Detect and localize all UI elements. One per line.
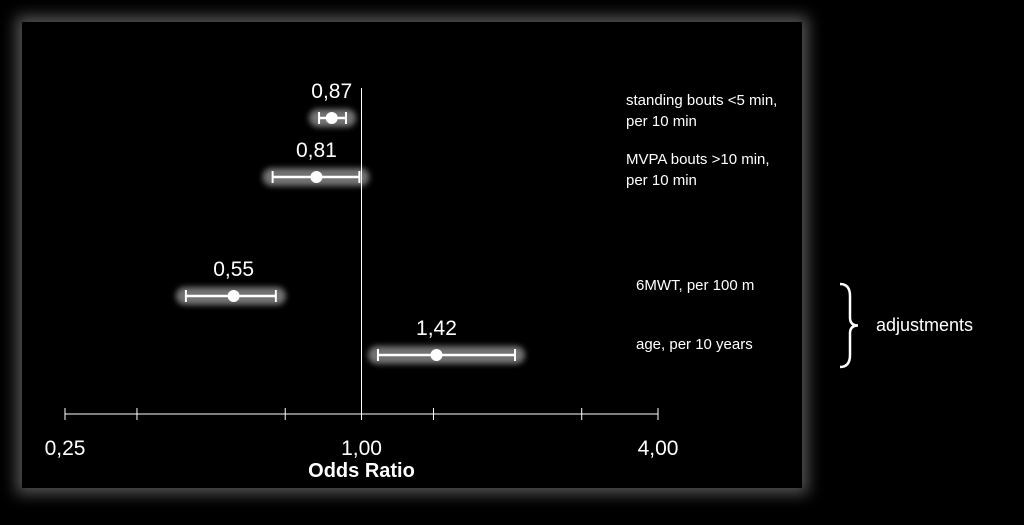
x-axis-title: Odds Ratio <box>308 460 415 482</box>
forest-row: 0,55 6MWT, per 100 m <box>184 258 754 302</box>
odds-ratio-label: 0,81 <box>296 139 337 162</box>
forest-row: 0,87 standing bouts <5 min, per 10 min <box>311 80 777 130</box>
row-label: 6MWT, per 100 m <box>636 277 754 294</box>
forest-row: 1,42 age, per 10 years <box>376 317 753 361</box>
x-tick-label: 1,00 <box>341 437 382 460</box>
x-tick-label: 4,00 <box>638 437 679 460</box>
adjustments-label: adjustments <box>876 314 974 335</box>
odds-ratio-label: 1,42 <box>416 317 457 340</box>
row-label: age, per 10 years <box>636 336 753 353</box>
forest-row: 0,81 MVPA bouts >10 min, per 10 min <box>271 139 770 189</box>
odds-ratio-label: 0,55 <box>213 258 254 281</box>
row-label: per 10 min <box>626 113 697 130</box>
odds-ratio-point <box>430 349 443 361</box>
row-label: MVPA bouts >10 min, <box>626 151 770 168</box>
odds-ratio-label: 0,87 <box>311 80 352 103</box>
adjustments-brace <box>839 282 859 369</box>
forest-plot: 0,25 1,00 4,00 0,87 standing bouts <5 min, p… <box>45 80 778 482</box>
odds-ratio-point <box>227 290 240 302</box>
x-tick-label: 0,25 <box>45 437 86 460</box>
odds-ratio-point <box>310 171 323 183</box>
row-label: per 10 min <box>626 172 697 189</box>
row-label: standing bouts <5 min, <box>626 92 777 109</box>
chart-panel: 0,25 1,00 4,00 0,87 standing bouts <5 min, p… <box>22 22 802 488</box>
odds-ratio-point <box>325 112 338 124</box>
